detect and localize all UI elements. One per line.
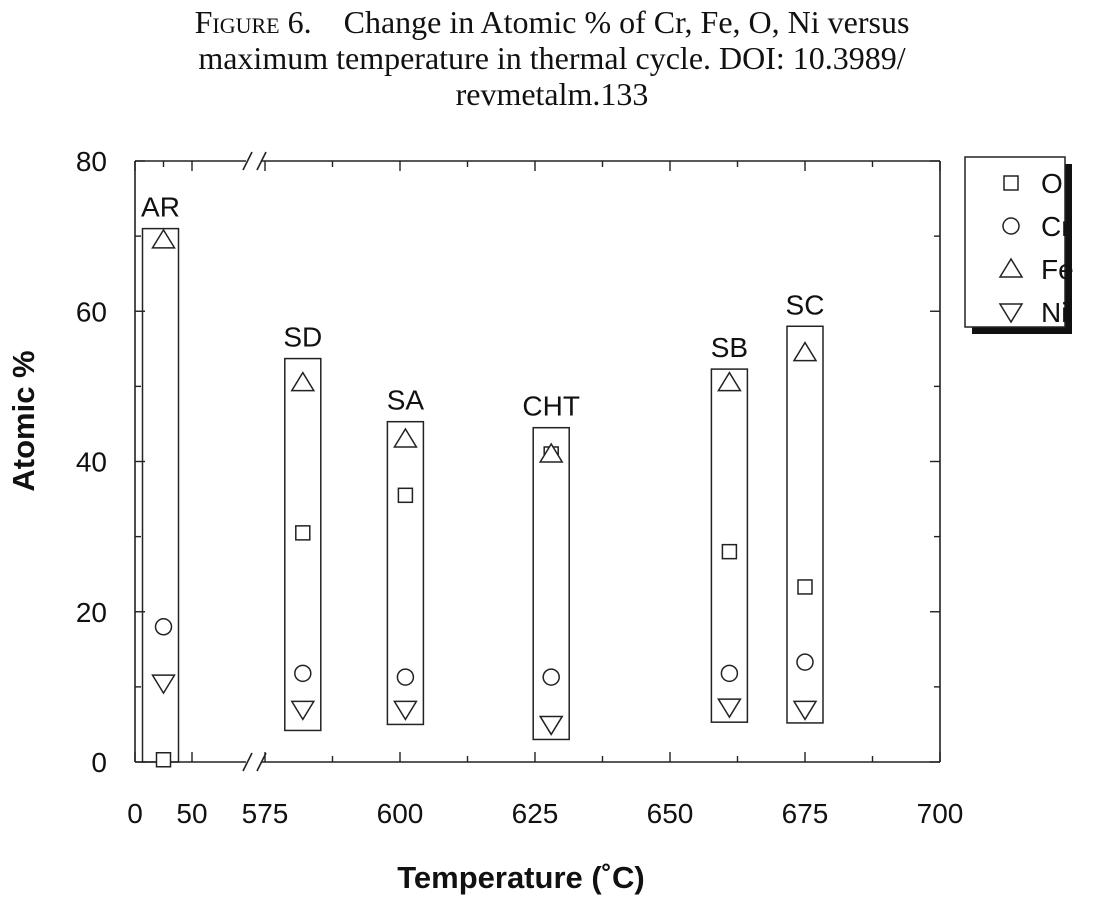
point-cr-cht xyxy=(542,668,560,686)
caption-line-1: Figure 6. Change in Atomic % of Cr, Fe, … xyxy=(0,4,1104,40)
x-tick-label: 600 xyxy=(377,798,424,829)
x-tick-label: 700 xyxy=(917,798,964,829)
point-o-sd xyxy=(295,525,311,541)
group-label-cht: CHT xyxy=(522,391,580,422)
figure-caption: Figure 6. Change in Atomic % of Cr, Fe, … xyxy=(0,4,1104,112)
x-tick-label: 575 xyxy=(242,798,289,829)
legend-label-o: O xyxy=(1041,168,1063,199)
point-o-ar xyxy=(155,751,172,768)
legend-marker-ni xyxy=(998,303,1024,324)
caption-line-2: maximum temperature in thermal cycle. DO… xyxy=(198,40,906,76)
legend-marker-o xyxy=(1003,175,1019,191)
point-fe-sb xyxy=(717,371,742,392)
point-cr-ar xyxy=(154,618,173,636)
group-label-sb: SB xyxy=(711,332,748,363)
group-box-sc xyxy=(786,325,824,724)
legend-marker-cr xyxy=(1002,217,1020,235)
point-ni-ar xyxy=(151,674,176,695)
point-fe-cht xyxy=(538,442,564,463)
point-fe-sd xyxy=(290,371,316,392)
y-tick-label: 40 xyxy=(76,447,107,478)
caption-text-1: Change in Atomic % of Cr, Fe, O, Ni vers… xyxy=(343,4,910,40)
caption-line-3: revmetalm.133 xyxy=(455,76,649,112)
x-tick-label: 50 xyxy=(176,798,207,829)
group-label-sa: SA xyxy=(387,385,425,416)
point-fe-sa xyxy=(393,427,418,448)
point-ni-sb xyxy=(717,698,742,719)
y-tick-label: 0 xyxy=(91,747,107,778)
group-box-sa xyxy=(386,420,425,726)
point-ni-sc xyxy=(792,700,818,721)
group-label-ar: AR xyxy=(141,192,180,223)
group-label-sd: SD xyxy=(283,322,322,353)
legend-label-cr: Cr xyxy=(1041,211,1071,242)
axis-break-top-b xyxy=(256,151,267,171)
legend-marker-fe xyxy=(998,257,1024,278)
group-box-sd xyxy=(284,357,322,732)
legend-label-fe: Fe xyxy=(1041,254,1074,285)
group-box-sb xyxy=(710,368,749,723)
x-axis-title: Temperature (˚C) xyxy=(397,860,644,895)
y-tick-label: 80 xyxy=(76,146,107,177)
group-box-cht xyxy=(532,426,570,741)
axis-break-top-a xyxy=(242,151,253,171)
x-tick-label: 0 xyxy=(127,798,143,829)
point-fe-ar xyxy=(151,228,176,249)
caption-figure-label: Figure 6. xyxy=(194,4,312,40)
group-label-sc: SC xyxy=(786,289,825,320)
x-tick-label: 625 xyxy=(512,798,559,829)
point-ni-cht xyxy=(538,715,564,736)
point-o-sa xyxy=(397,487,414,504)
point-cr-sd xyxy=(294,664,312,683)
point-ni-sa xyxy=(393,700,418,721)
point-o-sb xyxy=(721,543,738,560)
x-tick-label: 675 xyxy=(782,798,829,829)
y-tick-label: 20 xyxy=(76,597,107,628)
point-cr-sb xyxy=(720,664,739,683)
point-cr-sc xyxy=(796,653,814,671)
point-cr-sa xyxy=(396,668,415,686)
y-tick-label: 60 xyxy=(76,296,107,327)
x-tick-label: 650 xyxy=(647,798,694,829)
point-ni-sd xyxy=(290,700,316,721)
point-o-sc xyxy=(797,579,813,595)
point-fe-sc xyxy=(792,341,818,362)
y-axis-title: Atomic % xyxy=(6,350,41,491)
axis-break-bottom-a xyxy=(242,752,253,772)
legend-label-ni: Ni xyxy=(1041,297,1067,328)
